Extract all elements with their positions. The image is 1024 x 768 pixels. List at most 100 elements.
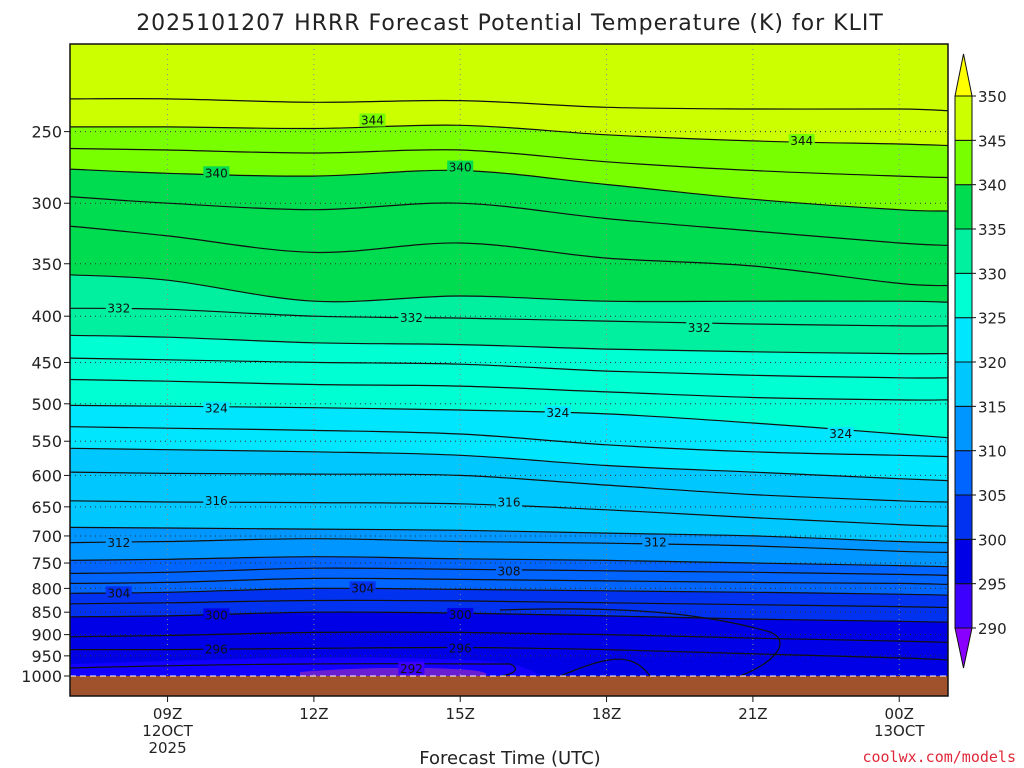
- contour-label: 324: [546, 406, 569, 420]
- y-tick-label: 450: [31, 353, 62, 372]
- contour-label-bg: [105, 301, 132, 315]
- isentrope-line: [69, 378, 949, 401]
- isentrope-line: [69, 168, 949, 212]
- isentrope-line: [559, 658, 651, 677]
- y-tick-label: 500: [31, 395, 62, 414]
- contour-label: 324: [829, 427, 852, 441]
- contour-label-bg: [398, 661, 425, 675]
- colorbar-label: 320: [978, 354, 1007, 372]
- fill-band-coldest: [300, 667, 487, 676]
- y-tick-label: 700: [31, 527, 62, 546]
- y-tick-label: 800: [31, 579, 62, 598]
- colorbar-box: [954, 494, 973, 540]
- colorbar-label: 340: [978, 177, 1007, 195]
- x-tick-label: 15Z: [446, 705, 475, 723]
- y-tick-label: 1000: [21, 667, 62, 686]
- isentrope-line: [69, 274, 949, 303]
- colorbar-box: [954, 228, 973, 274]
- colorbar-label: 295: [978, 576, 1007, 594]
- contour-label-bg: [447, 160, 474, 174]
- y-tick-label: 600: [31, 466, 62, 485]
- y-tick-label: 250: [31, 123, 62, 142]
- isentrope-line: [69, 225, 949, 287]
- isentrope-line: [69, 577, 949, 585]
- contour-label: 344: [790, 134, 813, 148]
- isentrope-line: [69, 334, 949, 355]
- plot-frame: [69, 43, 949, 697]
- contour-label-bg: [105, 536, 132, 550]
- contour-label: 340: [205, 166, 228, 180]
- contour-label-bg: [359, 113, 386, 127]
- isentrope-line: [69, 98, 949, 112]
- contour-label: 344: [361, 113, 384, 127]
- y-tick-label: 300: [31, 194, 62, 213]
- contour-label-bg: [642, 535, 669, 549]
- contour-label: 316: [205, 494, 228, 508]
- contour-label-bg: [447, 607, 474, 621]
- colorbar-box: [954, 272, 973, 319]
- contour-label-bg: [686, 320, 713, 334]
- x-tick-label: 09Z: [153, 705, 182, 723]
- colorbar-box: [954, 184, 973, 230]
- contour-label: 308: [498, 564, 521, 578]
- y-tick-label: 350: [31, 255, 62, 274]
- x-tick-label: 18Z: [592, 705, 621, 723]
- x-tick-label: 21Z: [738, 705, 767, 723]
- colorbar-box: [954, 95, 973, 141]
- contour-label-bg: [203, 166, 230, 180]
- colorbar-label: 290: [978, 620, 1007, 638]
- contour-label: 304: [107, 586, 130, 600]
- isentrope-line: [69, 447, 949, 482]
- x-tick-sublabel: 13OCT: [874, 722, 925, 740]
- contour-label-bg: [203, 493, 230, 507]
- isentrope-line: [69, 611, 949, 623]
- contour-label: 324: [205, 401, 228, 415]
- contour-label: 316: [498, 496, 521, 510]
- contour-label: 304: [351, 581, 374, 595]
- isentrope-line: [69, 567, 949, 576]
- contour-label-bg: [349, 581, 376, 595]
- isentrope-line: [69, 147, 949, 179]
- contour-label: 292: [400, 662, 423, 676]
- plot-area: 344 344 340 340 332 332 332 324 324 324 316 316 312 3…: [69, 44, 949, 696]
- colorbar-label: 315: [978, 398, 1007, 416]
- x-tick-label: 00Z: [885, 705, 914, 723]
- isentrope-line: [69, 663, 517, 677]
- colorbar-label: 305: [978, 487, 1007, 505]
- contour-label: 300: [449, 608, 472, 622]
- isentrope-line: [499, 608, 781, 677]
- contour-label-bg: [544, 406, 571, 420]
- contour-label: 340: [449, 161, 472, 175]
- contour-label: 332: [107, 301, 130, 315]
- contour-label-bg: [398, 311, 425, 325]
- y-tick-label: 750: [31, 554, 62, 573]
- contour-label-bg: [496, 495, 522, 509]
- colorbar-box: [954, 317, 973, 363]
- contour-label-bg: [788, 133, 815, 147]
- colorbar-label: 325: [978, 310, 1007, 328]
- axes: 250 300 350 400 450 500 550 600 650 700 750 800 850 9…: [21, 43, 949, 757]
- x-axis-label: Forecast Time (UTC): [419, 748, 600, 768]
- contour-label-bg: [447, 641, 474, 655]
- isentrope-line: [69, 526, 949, 544]
- colorbar: 290 295 300 305 310 315 320 325 330 335 340 345 350: [954, 53, 1007, 669]
- contour-label: 312: [644, 536, 667, 550]
- y-tick-label: 900: [31, 626, 62, 645]
- y-tick-label: 400: [31, 307, 62, 326]
- colorbar-box: [954, 405, 973, 452]
- isentrope-line: [69, 471, 949, 503]
- chart-title: 2025101207 HRRR Forecast Potential Tempe…: [136, 11, 884, 36]
- colorbar-label: 330: [978, 265, 1007, 283]
- contour-label: 332: [688, 321, 711, 335]
- credit-link[interactable]: coolwx.com/models: [862, 748, 1016, 766]
- colorbar-label: 350: [978, 88, 1007, 106]
- isentrope-line: [69, 196, 949, 246]
- colorbar-box: [954, 361, 973, 407]
- contour-label-bg: [496, 564, 522, 578]
- colorbar-box: [954, 139, 973, 186]
- contour-label: 312: [107, 536, 130, 550]
- contour-label: 300: [205, 608, 228, 622]
- isentrope-line: [69, 124, 949, 147]
- y-tick-label: 950: [31, 647, 62, 666]
